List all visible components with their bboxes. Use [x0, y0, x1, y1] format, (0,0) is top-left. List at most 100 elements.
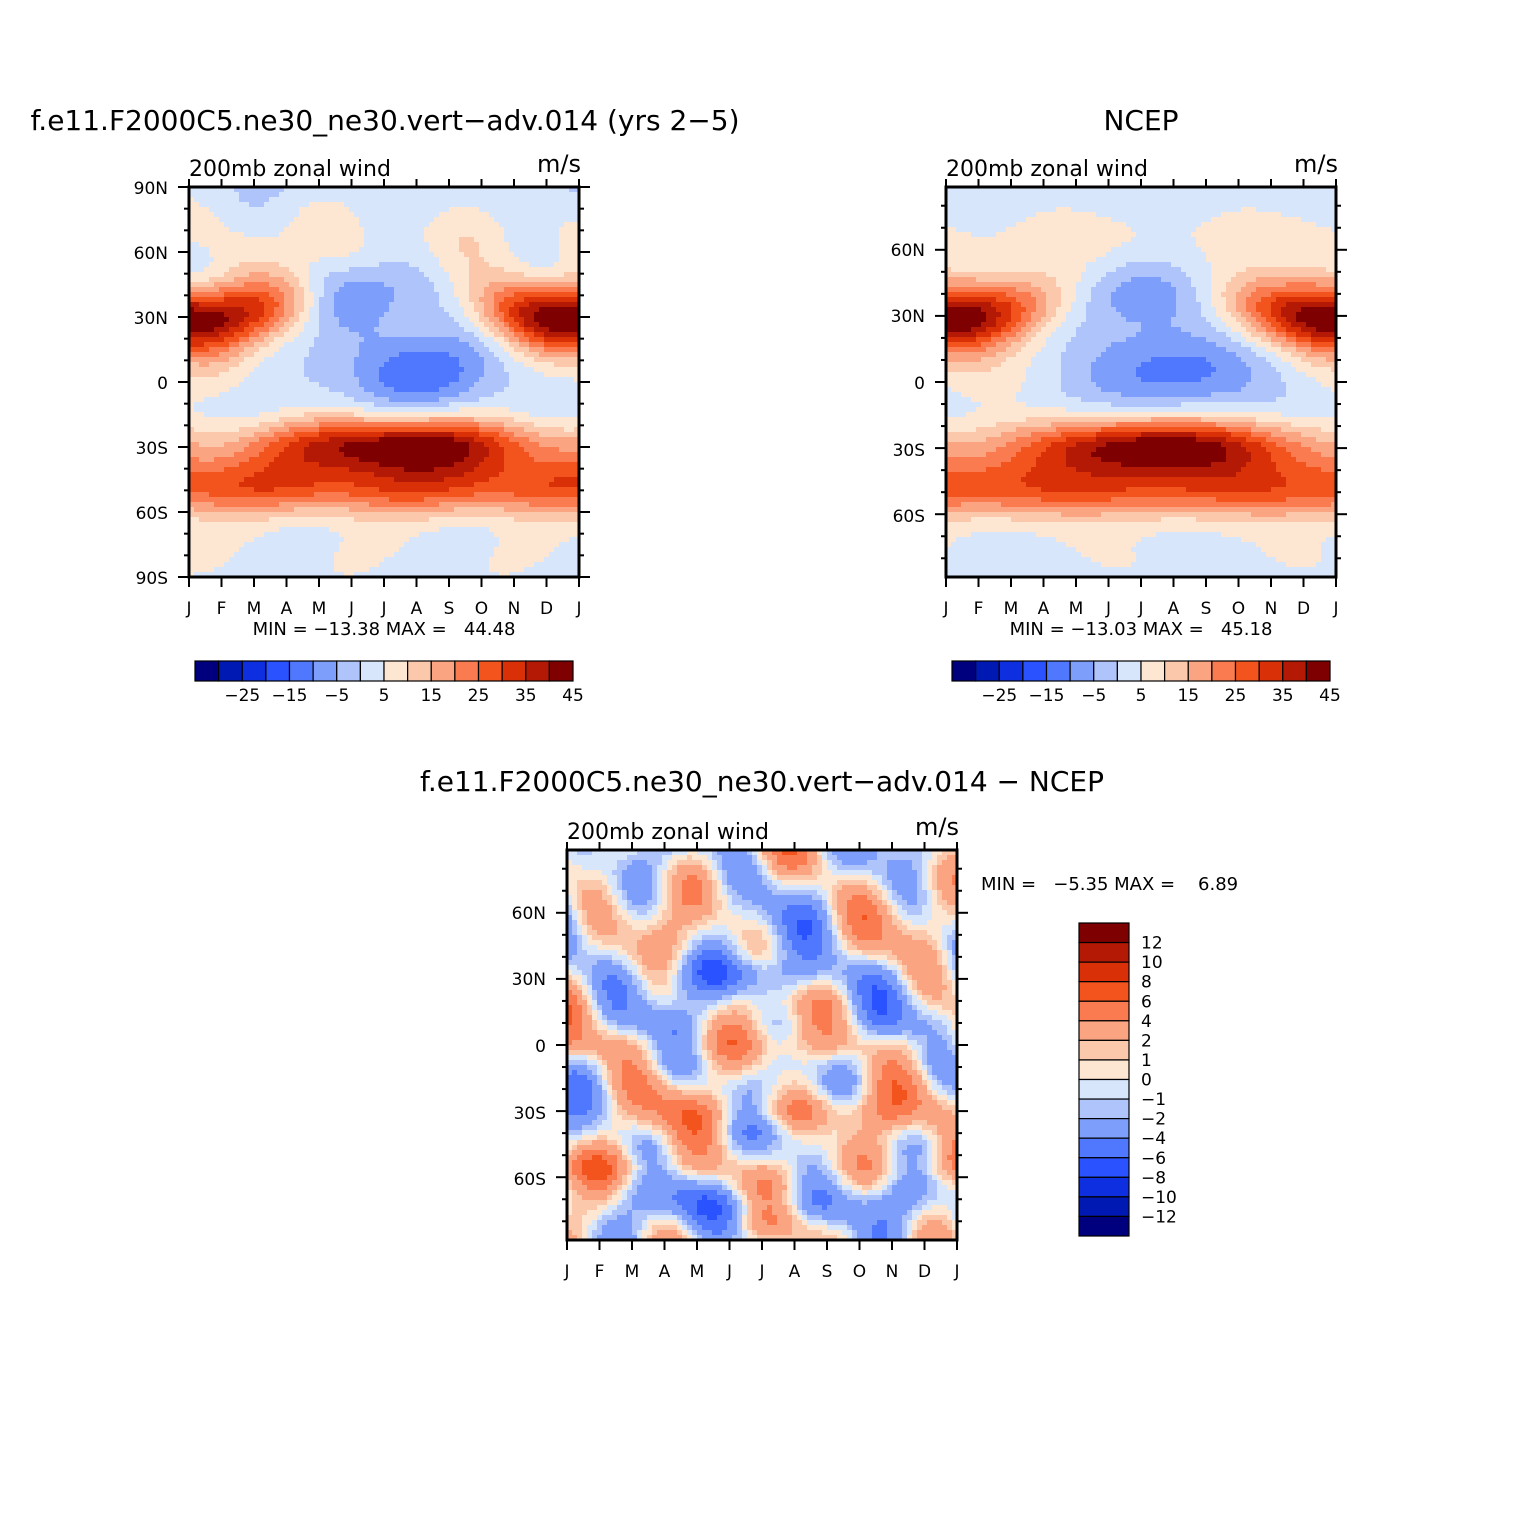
contour-cell	[389, 187, 395, 193]
contour-cell	[519, 202, 525, 208]
contour-cell	[459, 267, 465, 273]
contour-cell	[419, 317, 425, 323]
contour-cell	[199, 297, 205, 303]
contour-cell	[269, 262, 275, 268]
contour-cell	[364, 352, 370, 358]
contour-cell	[319, 422, 325, 428]
contour-cell	[374, 452, 380, 458]
contour-cell	[299, 302, 305, 308]
contour-cell	[189, 212, 195, 218]
contour-cell	[534, 202, 540, 208]
contour-cell	[489, 282, 495, 288]
contour-cell	[329, 312, 335, 318]
contour-cell	[349, 362, 355, 368]
contour-cell	[249, 357, 255, 363]
contour-cell	[469, 337, 475, 343]
contour-cell	[339, 467, 345, 473]
contour-cell	[574, 307, 579, 313]
contour-cell	[574, 277, 579, 283]
contour-cell	[454, 357, 460, 363]
contour-cell	[364, 347, 370, 353]
contour-cell	[194, 197, 200, 203]
contour-cell	[319, 367, 325, 373]
contour-cell	[329, 442, 335, 448]
contour-cell	[229, 222, 235, 228]
contour-cell	[344, 322, 350, 328]
contour-cell	[274, 337, 280, 343]
contour-cell	[304, 502, 310, 508]
contour-cell	[564, 387, 570, 393]
contour-cell	[224, 287, 230, 293]
contour-cell	[424, 302, 430, 308]
contour-cell	[509, 367, 515, 373]
contour-cell	[284, 407, 290, 413]
contour-cell	[374, 447, 380, 453]
contour-cell	[399, 502, 405, 508]
contour-cell	[224, 467, 230, 473]
contour-cell	[359, 307, 365, 313]
contour-cell	[529, 297, 535, 303]
contour-cell	[204, 412, 210, 418]
contour-cell	[264, 397, 270, 403]
contour-cell	[349, 482, 355, 488]
contour-cell	[189, 242, 195, 248]
contour-cell	[389, 462, 395, 468]
contour-cell	[249, 412, 255, 418]
contour-cell	[264, 442, 270, 448]
contour-cell	[574, 312, 579, 318]
contour-cell	[439, 407, 445, 413]
contour-cell	[474, 457, 480, 463]
contour-cell	[199, 267, 205, 273]
contour-cell	[359, 472, 365, 478]
contour-cell	[214, 192, 220, 198]
contour-cell	[319, 467, 325, 473]
contour-cell	[369, 467, 375, 473]
contour-cell	[259, 197, 265, 203]
contour-cell	[384, 482, 390, 488]
contour-cell	[489, 317, 495, 323]
contour-cell	[379, 377, 385, 383]
contour-cell	[534, 387, 540, 393]
contour-cell	[214, 342, 220, 348]
contour-cell	[289, 497, 295, 503]
contour-cell	[284, 502, 290, 508]
contour-cell	[559, 192, 565, 198]
contour-cell	[514, 237, 520, 243]
contour-cell	[524, 302, 530, 308]
contour-cell	[204, 417, 210, 423]
contour-cell	[199, 192, 205, 198]
contour-cell	[259, 207, 265, 213]
contour-cell	[449, 207, 455, 213]
contour-cell	[274, 407, 280, 413]
contour-cell	[464, 367, 470, 373]
contour-cell	[279, 377, 285, 383]
contour-cell	[549, 332, 555, 338]
contour-cell	[399, 232, 405, 238]
contour-cell	[489, 482, 495, 488]
contour-cell	[244, 382, 250, 388]
contour-cell	[454, 237, 460, 243]
contour-cell	[194, 322, 200, 328]
contour-cell	[464, 402, 470, 408]
contour-cell	[464, 197, 470, 203]
contour-cell	[264, 322, 270, 328]
contour-cell	[494, 437, 500, 443]
contour-cell	[244, 472, 250, 478]
contour-cell	[539, 252, 545, 258]
contour-cell	[289, 252, 295, 258]
contour-cell	[264, 272, 270, 278]
contour-cell	[404, 442, 410, 448]
contour-cell	[439, 347, 445, 353]
contour-cell	[489, 432, 495, 438]
contour-cell	[489, 237, 495, 243]
contour-cell	[229, 442, 235, 448]
contour-cell	[294, 192, 300, 198]
contour-cell	[389, 327, 395, 333]
contour-cell	[354, 187, 360, 193]
contour-cell	[509, 237, 515, 243]
contour-cell	[329, 202, 335, 208]
contour-cell	[559, 342, 565, 348]
contour-cell	[574, 207, 579, 213]
contour-cell	[414, 462, 420, 468]
contour-cell	[314, 362, 320, 368]
